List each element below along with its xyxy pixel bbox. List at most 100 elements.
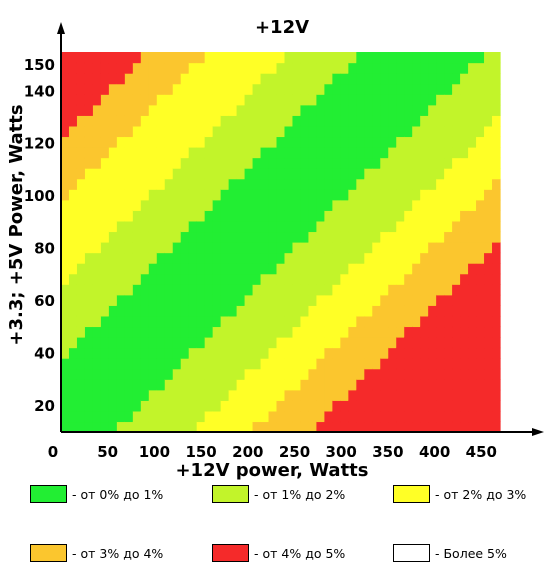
heatmap-cell: [84, 379, 94, 391]
heatmap-cell: [228, 421, 238, 433]
heatmap-cell: [100, 52, 110, 64]
heatmap-cell: [292, 231, 302, 243]
heatmap-cell: [180, 178, 190, 190]
heatmap-cell: [476, 94, 485, 106]
heatmap-cell: [396, 147, 405, 159]
heatmap-cell: [356, 125, 365, 138]
legend-item-over-5: - Более 5%: [393, 542, 507, 564]
heatmap-cell: [76, 305, 86, 317]
heatmap-cell: [140, 273, 150, 285]
heatmap-cell: [468, 294, 477, 306]
heatmap-cell: [348, 94, 357, 106]
heatmap-cell: [252, 147, 262, 159]
heatmap-cell: [460, 73, 469, 85]
heatmap-cell: [196, 347, 206, 359]
heatmap-cell: [484, 220, 493, 233]
heatmap-cell: [300, 368, 310, 380]
heatmap-cell: [260, 284, 270, 296]
heatmap-cell: [204, 125, 214, 138]
heatmap-cell: [188, 136, 198, 148]
heatmap-cell: [188, 326, 198, 338]
heatmap-cell: [68, 115, 78, 127]
heatmap-cell: [292, 400, 302, 412]
heatmap-cell: [268, 326, 278, 338]
heatmap-cell: [300, 147, 310, 159]
heatmap-cell: [356, 379, 365, 391]
heatmap-cell: [436, 400, 445, 412]
heatmap-cell: [180, 347, 190, 359]
heatmap-cell: [452, 294, 461, 306]
heatmap-cell: [428, 210, 437, 222]
heatmap-cell: [84, 410, 94, 423]
heatmap-cell: [284, 52, 294, 64]
heatmap-cell: [468, 263, 477, 275]
heatmap-cell: [61, 410, 70, 423]
heatmap-cell: [148, 368, 158, 380]
heatmap-cell: [492, 358, 501, 370]
heatmap-cell: [428, 147, 437, 159]
heatmap-cell: [108, 189, 118, 201]
heatmap-cell: [252, 284, 262, 296]
heatmap-cell: [372, 410, 381, 423]
heatmap-cell: [164, 242, 174, 254]
heatmap-cell: [196, 199, 206, 211]
heatmap-cell: [324, 273, 333, 285]
heatmap-cell: [356, 73, 365, 85]
heatmap-cell: [172, 252, 182, 264]
heatmap-cell: [348, 231, 357, 243]
heatmap-cell: [100, 410, 110, 423]
heatmap-cell: [140, 305, 150, 317]
heatmap-cell: [100, 337, 110, 349]
heatmap-cell: [140, 231, 150, 243]
heatmap-cell: [132, 315, 142, 328]
heatmap-cell: [364, 231, 373, 243]
heatmap-cell: [276, 210, 286, 222]
heatmap-cell: [348, 379, 357, 391]
heatmap-cell: [460, 252, 469, 264]
heatmap-cell: [356, 104, 365, 116]
heatmap-cell: [164, 168, 174, 180]
heatmap-cell: [420, 379, 429, 391]
heatmap-cell: [284, 315, 294, 328]
heatmap-cell: [228, 337, 238, 349]
heatmap-cell: [492, 273, 501, 285]
heatmap-cell: [236, 115, 246, 127]
heatmap-cell: [68, 189, 78, 201]
heatmap-cell: [436, 284, 445, 296]
heatmap-cell: [316, 326, 325, 338]
heatmap-cell: [84, 242, 94, 254]
heatmap-cell: [276, 220, 286, 233]
heatmap-cell: [188, 125, 198, 138]
heatmap-cell: [236, 389, 246, 401]
heatmap-cell: [492, 104, 501, 116]
heatmap-cell: [268, 52, 278, 64]
heatmap-cell: [492, 242, 501, 254]
heatmap-cell: [244, 115, 254, 127]
heatmap-cell: [468, 136, 477, 148]
heatmap-cell: [460, 157, 469, 169]
heatmap-cell: [420, 220, 429, 233]
heatmap-cell: [404, 168, 413, 180]
heatmap-cell: [276, 168, 286, 180]
heatmap-cell: [468, 83, 477, 95]
heatmap-cell: [396, 210, 405, 222]
heatmap-cell: [236, 125, 246, 138]
heatmap-cell: [252, 189, 262, 201]
heatmap-cell: [180, 326, 190, 338]
heatmap-cell: [268, 410, 278, 423]
heatmap-cell: [452, 326, 461, 338]
heatmap-cell: [356, 337, 365, 349]
heatmap-cell: [404, 115, 413, 127]
heatmap-cell: [196, 104, 206, 116]
heatmap-cell: [68, 178, 78, 190]
heatmap-cell: [492, 305, 501, 317]
heatmap-cell: [188, 337, 198, 349]
heatmap-cell: [436, 136, 445, 148]
heatmap-cell: [204, 189, 214, 201]
heatmap-cell: [284, 263, 294, 275]
heatmap-cell: [404, 199, 413, 211]
heatmap-cell: [324, 104, 333, 116]
heatmap-cell: [420, 347, 429, 359]
heatmap-cell: [452, 379, 461, 391]
heatmap-cell: [92, 400, 102, 412]
